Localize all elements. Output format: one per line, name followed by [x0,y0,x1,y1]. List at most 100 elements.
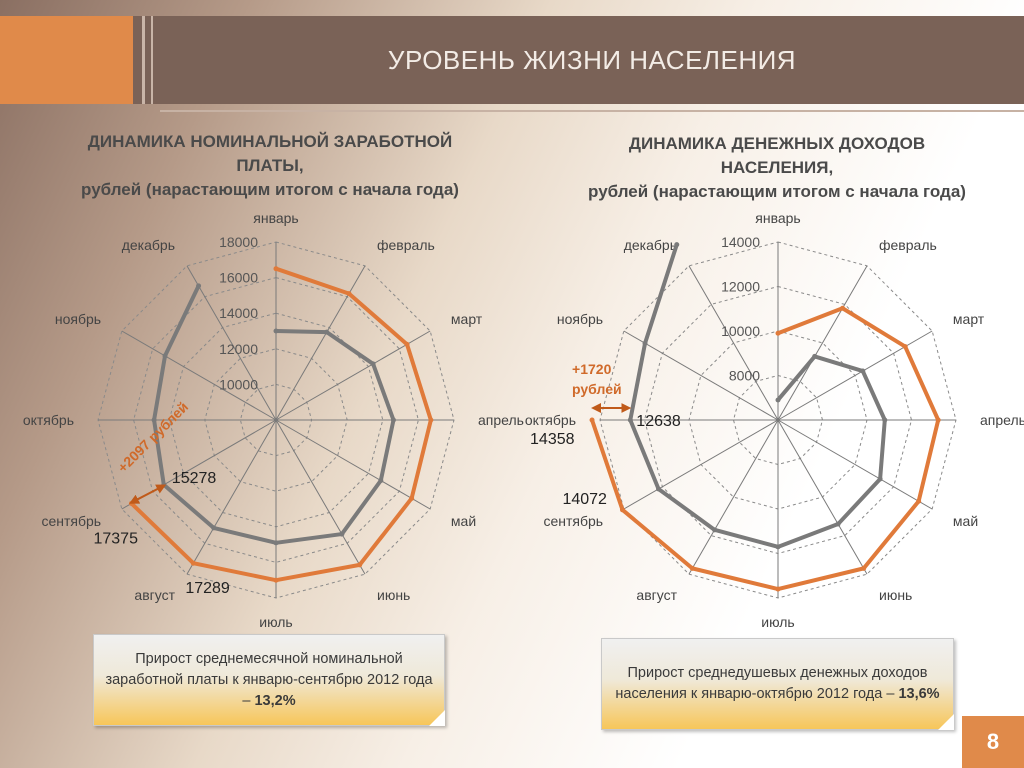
orange-series-line [590,306,941,592]
radial-tick-label: 10000 [219,376,258,392]
right-callout-box: Прирост среднедушевых денежных доходов н… [601,638,954,730]
series-point [627,417,633,423]
series-point [882,417,888,423]
series-point [211,525,217,531]
right-title-line2: НАСЕЛЕНИЯ, [720,158,834,177]
radar-spoke [275,330,431,421]
radial-tick-label: 18000 [219,234,258,250]
category-label: май [953,513,978,529]
series-point [902,344,908,350]
series-point [151,417,157,423]
header-rule [160,110,1024,112]
series-point [835,521,841,527]
category-label: октябрь [23,412,74,428]
gray-series-line [152,285,396,545]
series-point [775,544,781,550]
category-label: сентябрь [543,513,603,529]
data-label: 14358 [530,431,575,448]
category-label: октябрь [525,412,576,428]
data-label: 17289 [185,580,230,597]
left-callout-value: 13,2% [254,692,296,709]
right-title-line1: ДИНАМИКА ДЕНЕЖНЫХ ДОХОДОВ [628,134,926,153]
header-accent-block [0,16,133,104]
category-label: февраль [879,237,937,253]
series-point [860,368,866,374]
left-callout-text: Прирост среднемесячной номинальной зараб… [104,649,434,712]
category-label: январь [253,210,298,226]
page-number: 8 [962,716,1024,768]
callout-fold [429,710,445,726]
series-point [324,329,330,335]
callout-fold [938,714,954,730]
series-point [812,353,818,359]
gray-series-line [628,244,887,549]
category-label: сентябрь [41,513,101,529]
category-label: январь [755,210,800,226]
left-chart-title: ДИНАМИКА НОМИНАЛЬНОЙ ЗАРАБОТНОЙ ПЛАТЫ, р… [10,130,530,202]
series-point [190,560,196,566]
series-point [589,417,595,423]
radial-tick-label: 16000 [219,270,258,286]
right-callout-label: Прирост среднедушевых денежных доходов н… [615,665,928,702]
radar-spoke [186,419,277,575]
series-point [619,507,625,513]
delta-arrow [129,484,167,504]
radar-spoke [623,419,779,510]
right-title-line3: рублей (нарастающим итогом с начала года… [588,182,966,201]
series-point [378,478,384,484]
series-point [775,586,781,592]
radar-spoke [186,265,277,421]
series-point [196,283,202,289]
category-label: февраль [377,237,435,253]
series-point [656,486,662,492]
slide-title: УРОВЕНЬ ЖИЗНИ НАСЕЛЕНИЯ [387,44,797,75]
category-label: август [636,587,677,603]
series-point [128,500,134,506]
category-label: март [451,311,483,327]
series-point [162,353,168,359]
series-point [273,266,279,272]
series-point [390,417,396,423]
series-point [916,498,922,504]
category-label: декабрь [624,237,677,253]
slide-header: УРОВЕНЬ ЖИЗНИ НАСЕЛЕНИЯ [0,16,1024,104]
right-callout-text: Прирост среднедушевых денежных доходов н… [612,663,943,705]
radar-spoke [688,265,779,421]
right-chart-title: ДИНАМИКА ДЕНЕЖНЫХ ДОХОДОВ НАСЕЛЕНИЯ, руб… [530,132,1024,204]
category-label: май [451,513,476,529]
radial-tick-label: 10000 [721,323,760,339]
header-divider [142,16,145,104]
data-label: 12638 [636,413,681,430]
left-callout-box: Прирост среднемесячной номинальной зараб… [93,634,445,726]
radar-spoke [275,419,431,510]
series-point [642,340,648,346]
left-title-line1: ДИНАМИКА НОМИНАЛЬНОЙ ЗАРАБОТНОЙ [87,132,453,151]
radar-spoke [121,330,277,421]
category-label: ноябрь [557,311,603,327]
series-point [775,397,781,403]
category-label: июль [259,614,292,630]
data-label: 17375 [93,530,138,547]
radial-tick-label: 8000 [729,368,760,384]
radial-tick-label: 14000 [219,305,258,321]
delta-label: рублей [572,381,622,397]
series-point [674,242,680,248]
series-point [877,476,883,482]
series-point [346,291,352,297]
radar-spoke [777,419,933,510]
series-point [712,527,718,533]
left-callout-label: Прирост среднемесячной номинальной зараб… [105,650,433,709]
series-point [404,341,410,347]
series-point [357,562,363,568]
radial-tick-label: 12000 [721,279,760,295]
category-label: август [134,587,175,603]
category-label: апрель [980,412,1024,428]
left-title-line3: рублей (нарастающим итогом с начала года… [81,180,459,199]
radar-spoke [275,265,366,421]
category-label: декабрь [122,237,175,253]
category-label: июнь [879,587,912,603]
radar-spoke [275,419,366,575]
radar-spoke [688,419,779,575]
series-point [339,531,345,537]
category-label: апрель [478,412,524,428]
